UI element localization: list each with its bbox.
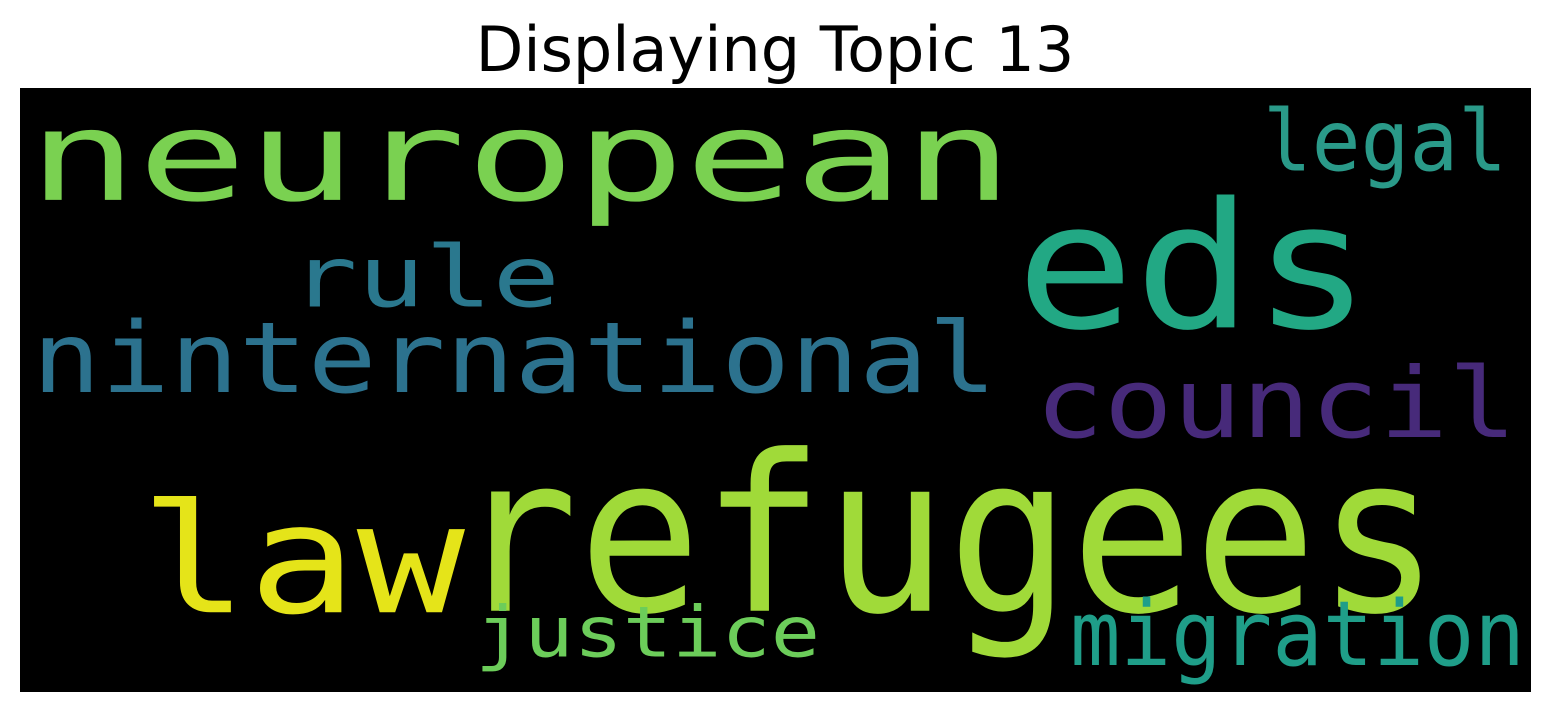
- word-refugees: refugees: [455, 408, 1440, 664]
- word-justice: justice: [475, 592, 820, 674]
- word-legal: legal: [1263, 91, 1507, 191]
- word-eds: eds: [1016, 165, 1371, 370]
- word-law: law: [140, 470, 465, 649]
- word-ninternational: ninternational: [32, 301, 997, 416]
- word-cloud: neuropean eds legal rule ninternational …: [20, 88, 1531, 692]
- figure-title: Displaying Topic 13: [475, 13, 1075, 86]
- word-migration: migration: [1070, 582, 1525, 687]
- word-council: council: [1035, 347, 1517, 461]
- word-neuropean: neuropean: [28, 88, 1013, 230]
- word-rule: rule: [290, 227, 560, 327]
